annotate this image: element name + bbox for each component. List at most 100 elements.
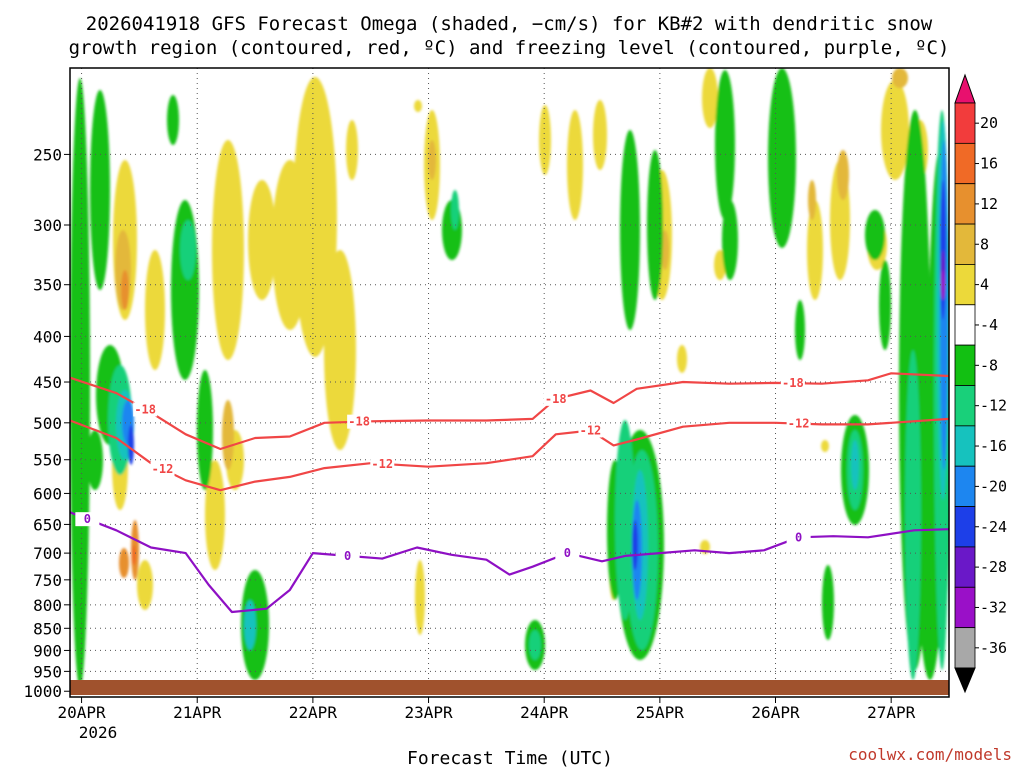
- colorbar-label: -28: [980, 558, 1007, 576]
- omega-shade-patch: [132, 545, 136, 565]
- colorbar-segment: [954, 385, 976, 427]
- contour-label: 0: [84, 512, 91, 526]
- omega-shade-patch: [821, 440, 829, 452]
- colorbar-label: -32: [980, 598, 1007, 616]
- omega-shade-patch: [180, 220, 196, 280]
- omega-shade-patch: [851, 440, 859, 490]
- colorbar-label: -8: [980, 356, 998, 374]
- y-tick-label: 750: [33, 571, 62, 590]
- omega-shade-patch: [715, 70, 735, 220]
- y-tick-label: 700: [33, 544, 62, 563]
- omega-shade-patch: [244, 600, 256, 650]
- colorbar-segment: [954, 183, 976, 225]
- colorbar-label: -16: [980, 437, 1007, 455]
- contour-label: -12: [371, 457, 393, 471]
- contour-label-bg: [347, 414, 372, 429]
- x-tick-label: 24APR: [520, 703, 569, 722]
- omega-shade-patch: [137, 560, 153, 610]
- chart-title-line1: 2026041918 GFS Forecast Omega (shaded, −…: [86, 13, 933, 35]
- y-tick-label: 800: [33, 596, 62, 615]
- omega-shade-patch: [128, 425, 134, 465]
- omega-shade-patch: [529, 630, 541, 660]
- omega-shade-patch: [167, 95, 179, 145]
- x-tick-label: 26APR: [751, 703, 800, 722]
- contour-label-bg: [75, 512, 100, 527]
- y-tick-label: 400: [33, 327, 62, 346]
- contour-label: 0: [564, 546, 571, 560]
- contour-label: -12: [788, 417, 810, 431]
- colorbar-segment: [954, 304, 976, 346]
- plot-area: -18 -18 -18 -18 -12 -12 -12 -12 0 0 0 0: [70, 68, 949, 697]
- colorbar-label: -36: [980, 639, 1007, 657]
- contour-label-bg: [780, 376, 805, 391]
- colorbar-segment: [954, 546, 976, 588]
- omega-shade-patch: [121, 270, 129, 310]
- omega-shade-patch: [119, 548, 129, 578]
- contour-label-bg: [133, 402, 158, 417]
- omega-shade-patch: [593, 100, 607, 170]
- contour-label-bg: [578, 423, 603, 438]
- contour-label: -18: [782, 376, 804, 390]
- omega-shade-patch: [324, 250, 356, 450]
- colorbar-segment: [954, 102, 976, 144]
- contour-label: -12: [580, 423, 602, 437]
- colorbar: 20 16 12 8 4 -4 -8 -12 -16 -20 -24 -28 -32 -36: [954, 73, 1007, 694]
- x-tick-label: 27APR: [867, 703, 916, 722]
- omega-shade-patch: [414, 100, 422, 112]
- omega-shade-patch: [702, 68, 718, 128]
- x-axis-title: Forecast Time (UTC): [407, 748, 613, 768]
- contour-lines: -18 -18 -18 -18 -12 -12 -12 -12 0 0 0 0: [70, 372, 949, 614]
- contour-label-bg: [335, 548, 360, 563]
- contour-label-bg: [786, 530, 811, 545]
- colorbar-label: -4: [980, 316, 998, 334]
- y-tick-label: 600: [33, 484, 62, 503]
- colorbar-segment: [954, 142, 976, 185]
- omega-shade-patch: [677, 345, 687, 373]
- colorbar-segment: [954, 425, 976, 467]
- y-tick-label: 250: [33, 145, 62, 164]
- omega-shade-patch: [222, 400, 234, 470]
- colorbar-label: -20: [980, 477, 1007, 495]
- y-tick-label: 500: [33, 414, 62, 433]
- omega-shade-patch: [272, 160, 308, 330]
- colorbar-segment: [954, 223, 976, 265]
- omega-shade-patch: [865, 210, 885, 260]
- omega-shade-patch: [451, 190, 459, 230]
- contour-label-bg: [150, 462, 175, 477]
- omega-shade-patch: [346, 120, 358, 180]
- y-tick-label: 350: [33, 276, 62, 295]
- omega-shade-patch: [905, 350, 921, 680]
- y-tick-label: 850: [33, 619, 62, 638]
- omega-shade-patch: [881, 80, 909, 180]
- contour-label: -18: [545, 392, 567, 406]
- omega-shade-patch: [90, 90, 110, 290]
- contour-label: -18: [134, 402, 156, 416]
- omega-shade-patch: [539, 105, 551, 175]
- omega-shade-patch: [768, 68, 796, 248]
- contour-label: -12: [152, 462, 174, 476]
- omega-shade-patch: [212, 140, 244, 360]
- omega-shade-patch: [661, 230, 669, 270]
- x-year-label: 2026: [79, 723, 118, 742]
- colorbar-label: 8: [980, 235, 989, 253]
- colorbar-label: 16: [980, 155, 998, 173]
- y-tick-label: 950: [33, 662, 62, 681]
- omega-shade-patch: [620, 130, 640, 330]
- contour-label: 0: [795, 530, 802, 544]
- omega-shade-patch: [807, 200, 823, 300]
- omega-shade-patch: [70, 78, 90, 688]
- colorbar-segment: [954, 627, 976, 669]
- omega-shade-patch: [808, 180, 816, 220]
- x-tick-label: 23APR: [404, 703, 453, 722]
- x-axis: 20APR 21APR 22APR 23APR 24APR 25APR 26APR 27APR: [57, 697, 916, 722]
- contour-label: -18: [348, 415, 370, 429]
- chart-title-line2: growth region (contoured, red, ºC) and f…: [69, 37, 950, 59]
- colorbar-segment: [954, 344, 976, 386]
- contour-label-bg: [555, 546, 580, 561]
- omega-shade-patch: [567, 110, 583, 220]
- colorbar-label: 12: [980, 195, 998, 213]
- colorbar-segment: [954, 465, 976, 507]
- colorbar-label: -12: [980, 397, 1007, 415]
- x-tick-label: 20APR: [57, 703, 106, 722]
